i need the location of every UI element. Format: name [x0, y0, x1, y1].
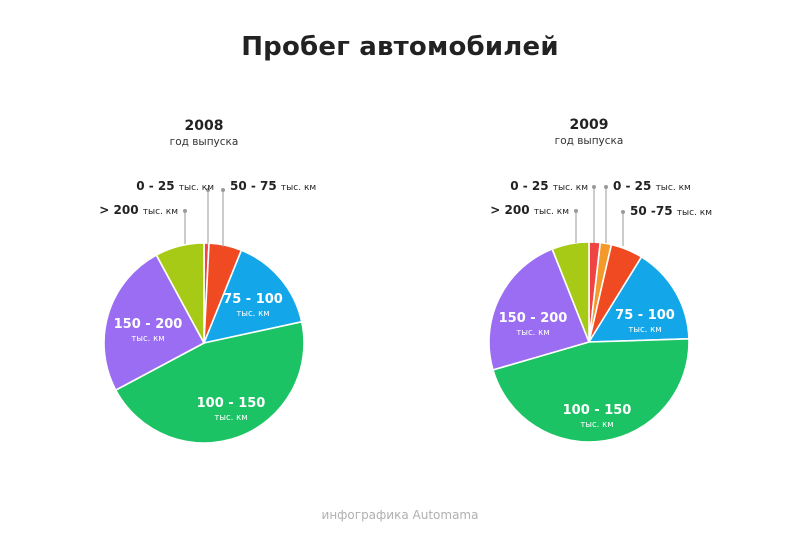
slice-label: 150 - 200: [114, 317, 183, 332]
slice-unit: тыс. км: [516, 328, 549, 338]
pie-slice: [155, 242, 205, 344]
slice-label: 0 - 25 тыс. км: [613, 179, 691, 193]
pie-chart-2008: 2008 год выпуска 0 - 25 тыс. км 50 - 75 тыс…: [99, 118, 316, 444]
pie-slice: [103, 253, 206, 392]
pie-slice: [551, 241, 590, 343]
slice-unit: тыс. км: [214, 413, 247, 423]
slice-label: 0 - 25 тыс. км: [510, 179, 588, 193]
leader-dot: [621, 210, 625, 214]
slice-label: > 200 тыс. км: [490, 203, 569, 217]
slice-label: 50 -75 тыс. км: [630, 204, 712, 218]
slice-label: 0 - 25 тыс. км: [136, 179, 214, 193]
chart-title: 2009: [570, 117, 609, 133]
footer-credit: инфографика Automama: [321, 508, 479, 522]
slice-unit: тыс. км: [236, 309, 269, 319]
pie-chart-2009: 2009 год выпуска 0 - 25 тыс. км 0 - 25 тыс.…: [488, 117, 712, 443]
leader-dot: [604, 185, 608, 189]
pie-slice: [114, 320, 305, 444]
slice-label: 150 - 200: [499, 311, 568, 326]
chart-subtitle: год выпуска: [555, 135, 624, 147]
leader-dot: [592, 185, 596, 189]
slice-label: 75 - 100: [615, 308, 675, 323]
slice-unit: тыс. км: [131, 334, 164, 344]
slice-unit: тыс. км: [628, 325, 661, 335]
infographic-title: Пробег автомобилей: [241, 32, 559, 62]
chart-title: 2008: [185, 118, 224, 134]
slice-label: 100 - 150: [197, 396, 266, 411]
slice-label: 75 - 100: [223, 292, 283, 307]
pie-slice: [202, 249, 303, 345]
leader-dot: [221, 188, 225, 192]
slice-label: 50 - 75 тыс. км: [230, 179, 316, 193]
slice-label: 100 - 150: [563, 403, 632, 418]
slice-label: > 200 тыс. км: [99, 203, 178, 217]
pie-slice: [587, 255, 690, 343]
pie-slice: [491, 338, 690, 443]
chart-subtitle: год выпуска: [170, 136, 239, 148]
leader-dot: [206, 188, 210, 192]
leader-dot: [183, 209, 187, 213]
leader-dot: [574, 209, 578, 213]
slice-unit: тыс. км: [580, 420, 613, 430]
